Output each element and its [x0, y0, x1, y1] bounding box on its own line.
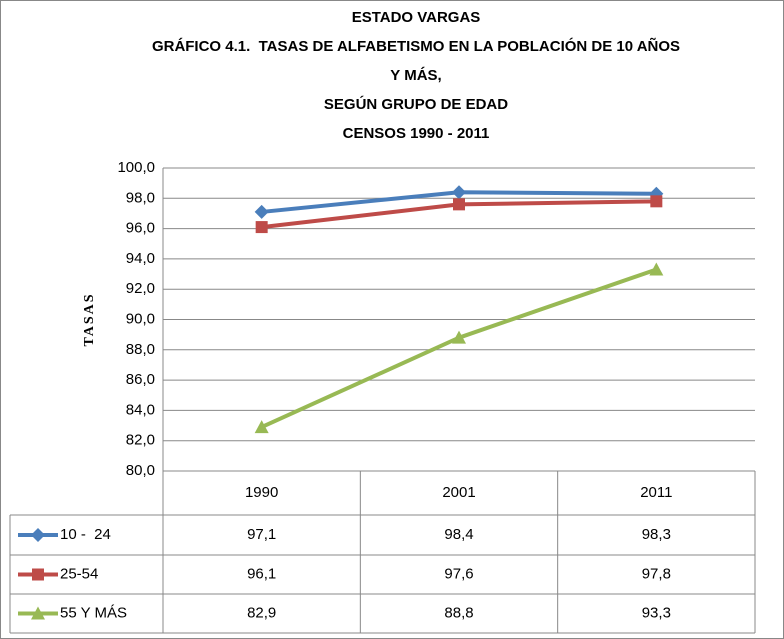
- y-tick-label: 88,0: [126, 341, 155, 358]
- y-axis-label: TASAS: [82, 292, 97, 346]
- table-value: 96,1: [247, 565, 276, 582]
- chart-title: GRÁFICO 4.1. TASAS DE ALFABETISMO EN LA …: [152, 37, 680, 55]
- y-tick-label: 94,0: [126, 250, 155, 267]
- chart-title: CENSOS 1990 - 2011: [343, 125, 490, 142]
- legend-label: 55 Y MÁS: [60, 604, 127, 621]
- data-point: [255, 221, 268, 234]
- table-value: 98,4: [444, 526, 473, 543]
- data-point: [254, 204, 269, 219]
- chart-title: SEGÚN GRUPO DE EDAD: [324, 95, 508, 113]
- legend-marker: [32, 568, 44, 581]
- table-value: 98,3: [642, 526, 671, 543]
- table-value: 82,9: [247, 604, 276, 621]
- data-point: [254, 420, 269, 434]
- table-value: 88,8: [444, 604, 473, 621]
- data-point: [649, 262, 664, 276]
- y-tick-label: 82,0: [126, 432, 155, 449]
- data-point: [452, 330, 466, 344]
- chart-title: Y MÁS,: [390, 67, 441, 84]
- chart-title: ESTADO VARGAS: [352, 9, 481, 26]
- legend-label: 10 - 24: [60, 526, 111, 543]
- y-tick-label: 84,0: [126, 401, 155, 418]
- y-tick-label: 98,0: [126, 189, 155, 206]
- table-value: 97,1: [247, 526, 276, 543]
- data-point: [650, 195, 663, 208]
- table-value: 97,8: [642, 565, 671, 582]
- data-point: [452, 185, 466, 200]
- x-tick-label: 1990: [245, 484, 278, 501]
- legend-marker: [31, 528, 45, 542]
- y-tick-label: 86,0: [126, 371, 155, 388]
- legend-marker: [31, 606, 45, 620]
- table-value: 93,3: [642, 604, 671, 621]
- x-tick-label: 2001: [442, 484, 475, 501]
- legend-label: 25-54: [60, 565, 98, 582]
- y-tick-label: 92,0: [126, 280, 155, 297]
- y-tick-label: 90,0: [126, 310, 155, 327]
- x-tick-label: 2011: [640, 484, 672, 501]
- y-tick-label: 80,0: [126, 462, 155, 479]
- data-point: [453, 198, 465, 211]
- y-tick-label: 100,0: [117, 159, 155, 176]
- table-value: 97,6: [444, 565, 473, 582]
- y-tick-label: 96,0: [126, 220, 155, 237]
